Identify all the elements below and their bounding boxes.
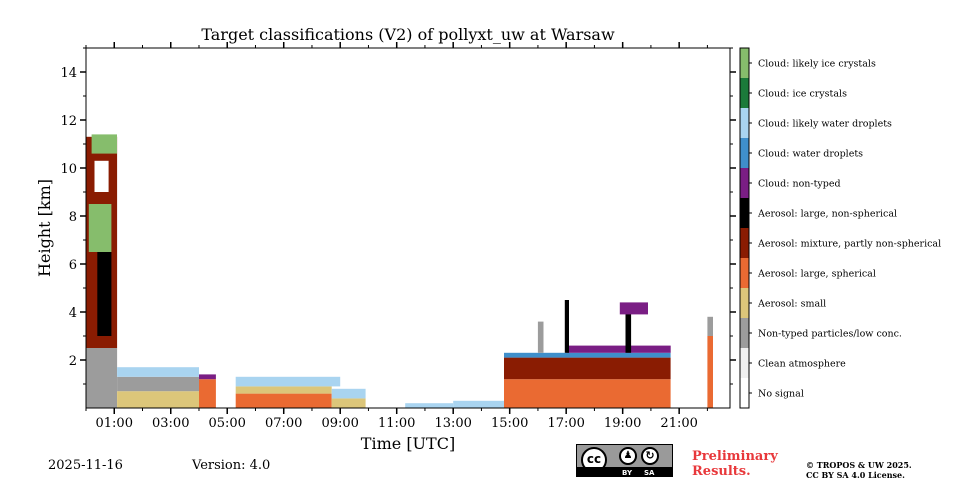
y-tick-label-0: 2	[69, 354, 77, 369]
colorbar-swatch-8	[740, 138, 749, 168]
colorbar-label-4: Aerosol: large, spherical	[757, 269, 876, 280]
class-region-3	[88, 204, 112, 252]
colorbar-swatch-11	[740, 48, 749, 78]
class-region-17	[453, 400, 504, 408]
colorbar-label-7: Cloud: non-typed	[758, 179, 841, 190]
class-region-2	[97, 252, 112, 336]
share-alike-icon: ↻	[641, 447, 659, 465]
class-region-11	[235, 393, 332, 408]
class-region-8	[117, 367, 199, 377]
by-label: BY	[622, 469, 633, 477]
class-region-13	[235, 376, 341, 387]
colorbar-label-2: Non-typed particles/low conc.	[758, 329, 902, 340]
class-region-23	[564, 300, 569, 353]
y-tick-label-4: 10	[60, 162, 77, 177]
class-region-9	[199, 379, 216, 408]
x-tick-label-2: 05:00	[208, 416, 245, 431]
colorbar-legend: No signal Clean atmosphere Non-typed parti…	[739, 47, 941, 409]
sa-label: SA	[644, 469, 655, 477]
copyright-line-1: © TROPOS & UW 2025.	[806, 460, 912, 470]
class-region-15	[331, 388, 366, 399]
copyright-note: © TROPOS & UW 2025. CC BY SA 4.0 License…	[806, 460, 912, 480]
preliminary-line-2: Results.	[692, 464, 751, 479]
class-region-4	[94, 160, 109, 192]
y-tick-label-1: 4	[69, 306, 77, 321]
colorbar-label-0: No signal	[758, 389, 804, 400]
version-label: Version: 4.0	[192, 458, 271, 473]
x-tick-label-10: 21:00	[660, 416, 697, 431]
class-region-5	[91, 134, 117, 154]
x-tick-label-9: 19:00	[604, 416, 641, 431]
y-tick-label-2: 6	[69, 258, 77, 273]
colorbar-label-10: Cloud: ice crystals	[758, 89, 847, 100]
attribution-person-icon: ♟	[619, 447, 637, 465]
colorbar-swatch-9	[740, 108, 749, 138]
y-axis-label: Height [km]	[35, 179, 54, 277]
x-tick-label-6: 13:00	[434, 416, 471, 431]
x-tick-label-7: 15:00	[491, 416, 528, 431]
class-region-26	[707, 336, 713, 408]
x-tick-label-3: 07:00	[265, 416, 302, 431]
colorbar-label-8: Cloud: water droplets	[758, 149, 863, 160]
colorbar-label-3: Aerosol: small	[757, 299, 826, 310]
class-region-10	[199, 374, 216, 380]
colorbar-swatch-7	[740, 168, 749, 198]
license-strip: BY SA	[577, 467, 672, 477]
x-tick-label-5: 11:00	[378, 416, 415, 431]
class-region-6	[117, 391, 199, 408]
colorbar-label-9: Cloud: likely water droplets	[758, 119, 892, 130]
copyright-line-2: CC BY SA 4.0 License.	[806, 470, 905, 480]
preliminary-line-1: Preliminary	[692, 449, 778, 464]
y-tick-label-6: 14	[60, 66, 77, 81]
colorbar-label-1: Clean atmosphere	[758, 359, 846, 370]
class-region-16	[405, 403, 454, 408]
class-region-27	[707, 316, 713, 336]
colorbar-swatch-3	[740, 288, 749, 318]
colorbar-swatch-5	[740, 228, 749, 258]
class-region-25	[619, 302, 648, 315]
preliminary-results-note: Preliminary Results.	[692, 449, 778, 479]
x-axis-label: Time [UTC]	[361, 434, 455, 453]
date-label: 2025-11-16	[48, 458, 123, 473]
x-tick-label-4: 09:00	[321, 416, 358, 431]
x-tick-label-0: 01:00	[96, 416, 133, 431]
class-region-12	[235, 386, 332, 394]
colorbar-swatch-10	[740, 78, 749, 108]
colorbar-label-5: Aerosol: mixture, partly non-spherical	[757, 239, 941, 250]
colorbar-label-11: Cloud: likely ice crystals	[758, 59, 876, 70]
colorbar-label-6: Aerosol: large, non-spherical	[757, 209, 897, 220]
plot-frame	[85, 47, 731, 409]
x-tick-label-1: 03:00	[152, 416, 189, 431]
colorbar-swatch-4	[740, 258, 749, 288]
class-region-24	[625, 312, 632, 353]
class-region-20	[504, 352, 671, 358]
colorbar-swatch-0	[740, 378, 749, 408]
class-region-0	[86, 348, 118, 408]
class-region-19	[504, 357, 671, 380]
chart-title: Target classifications (V2) of pollyxt_u…	[201, 25, 615, 44]
axes: 01:00 03:00 05:00 07:00 09:00 11:00 13:00 15:00…	[60, 42, 736, 431]
colorbar-swatch-1	[740, 348, 749, 378]
class-region-18	[504, 379, 671, 408]
colorbar-frame	[739, 47, 750, 409]
class-region-14	[331, 398, 366, 408]
class-region-7	[117, 376, 199, 392]
colorbar-swatch-6	[740, 198, 749, 228]
colorbar-swatch-2	[740, 318, 749, 348]
class-region-22	[537, 321, 544, 353]
cc-license-badge[interactable]: cc ♟ ↻ BY SA	[576, 444, 673, 477]
x-tick-label-8: 17:00	[547, 416, 584, 431]
y-tick-label-3: 8	[69, 210, 77, 225]
class-region-21	[566, 345, 671, 353]
y-tick-label-5: 12	[60, 114, 77, 129]
plot-area	[86, 134, 713, 408]
